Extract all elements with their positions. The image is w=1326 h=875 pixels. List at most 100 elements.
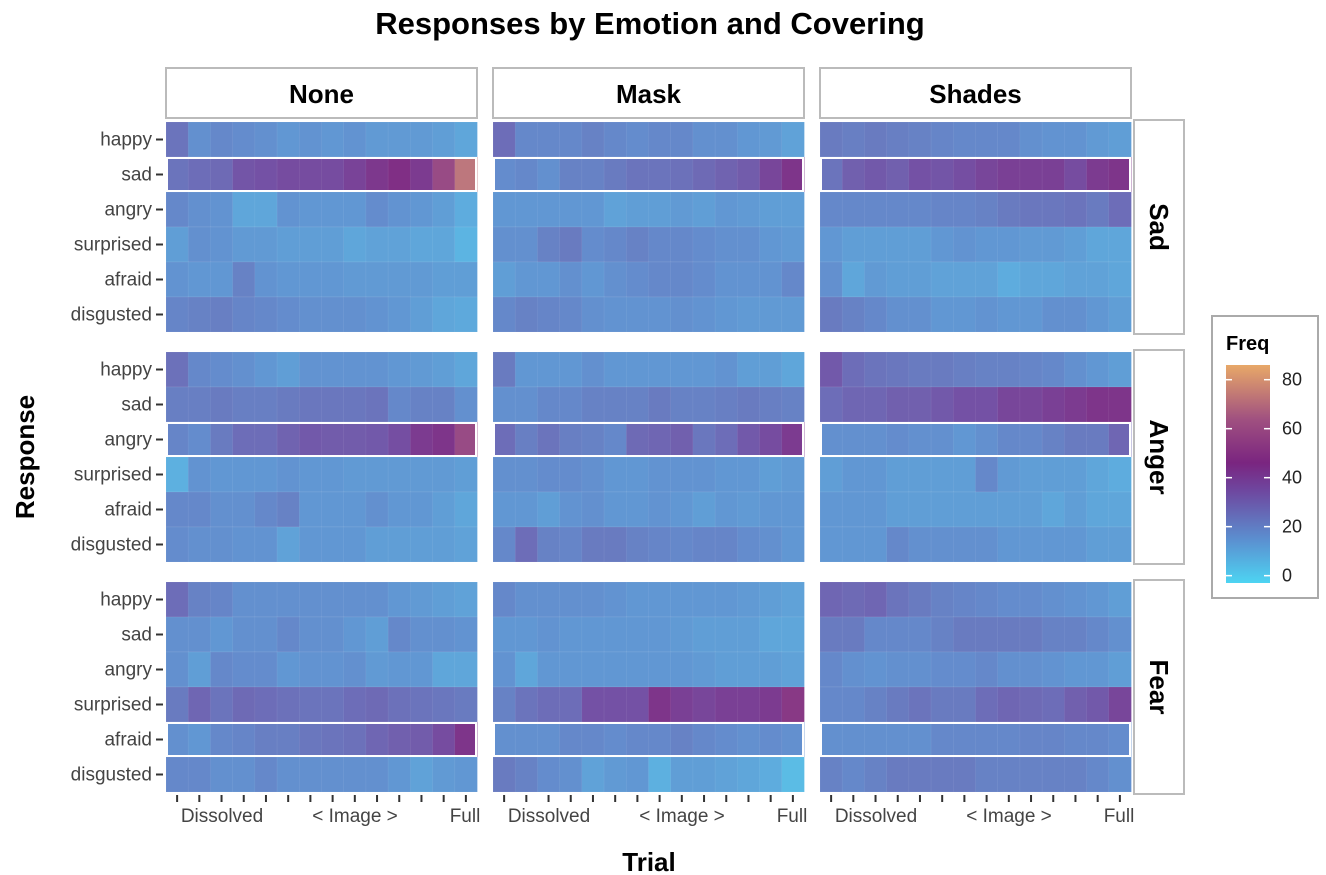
heatmap-cell — [492, 296, 516, 333]
heatmap-cell — [1041, 421, 1066, 458]
heatmap-cell — [997, 296, 1021, 333]
y-tick-label: sad — [121, 395, 152, 416]
heatmap-cell — [737, 756, 761, 793]
heatmap-cell — [714, 721, 739, 758]
heatmap-cell — [908, 296, 932, 333]
heatmap-cell — [781, 226, 805, 263]
heatmap-cell — [581, 491, 605, 528]
heatmap-cell — [276, 121, 300, 158]
heatmap-cell — [454, 226, 478, 263]
heatmap-cell — [254, 121, 278, 158]
heatmap-cell — [1086, 756, 1110, 793]
heatmap-cell — [387, 491, 412, 528]
heatmap-cell — [514, 296, 539, 333]
heatmap-cell — [365, 386, 389, 423]
heatmap-cell — [187, 686, 212, 723]
heatmap-cell — [410, 756, 434, 793]
heatmap-cell — [514, 121, 539, 158]
heatmap-cell — [841, 756, 866, 793]
heatmap-cell — [997, 491, 1021, 528]
heatmap-cell — [514, 721, 539, 758]
heatmap-cell — [759, 121, 783, 158]
heatmap-cell — [714, 191, 739, 228]
heatmap-cell — [952, 616, 977, 653]
heatmap-cell — [432, 686, 456, 723]
heatmap-cell — [841, 261, 866, 298]
y-tick-label: afraid — [104, 500, 152, 521]
heatmap-cell — [387, 156, 412, 193]
heatmap-cell — [625, 226, 650, 263]
heatmap-cell — [410, 526, 434, 563]
chart-title: Responses by Emotion and Covering — [375, 6, 924, 41]
heatmap-cell — [365, 351, 389, 388]
heatmap-cell — [210, 226, 234, 263]
heatmap-cell — [648, 581, 672, 618]
heatmap-cell — [232, 491, 256, 528]
heatmap-cell — [432, 191, 456, 228]
heatmap-cell — [454, 296, 478, 333]
heatmap-cell — [492, 261, 516, 298]
x-tick-label: Full — [777, 806, 808, 827]
heatmap-cell — [321, 491, 345, 528]
heatmap-cell — [692, 756, 716, 793]
heatmap-cell — [581, 386, 605, 423]
row-strip-label: Fear — [1144, 660, 1174, 715]
heatmap-cell — [625, 296, 650, 333]
heatmap-cell — [454, 491, 478, 528]
heatmap-cell — [864, 721, 888, 758]
heatmap-cell — [781, 686, 805, 723]
heatmap-cell — [908, 226, 932, 263]
heatmap-cell — [298, 581, 323, 618]
row-strip — [1133, 119, 1185, 335]
heatmap-cell — [625, 581, 650, 618]
heatmap-cell — [1086, 121, 1110, 158]
heatmap-cell — [432, 121, 456, 158]
heatmap-cell — [1108, 456, 1132, 493]
heatmap-cell — [537, 721, 561, 758]
heatmap-cell — [343, 756, 367, 793]
heatmap-cell — [187, 756, 212, 793]
heatmap-cell — [819, 581, 843, 618]
x-tick-label: < Image > — [639, 806, 725, 827]
heatmap-cell — [276, 686, 300, 723]
heatmap-cell — [625, 526, 650, 563]
heatmap-cell — [276, 351, 300, 388]
heatmap-cell — [670, 261, 694, 298]
heatmap-cell — [1041, 721, 1066, 758]
heatmap-cell — [692, 651, 716, 688]
heatmap-cell — [165, 191, 189, 228]
heatmap-cell — [537, 651, 561, 688]
target-emotion-highlight — [820, 422, 1131, 457]
heatmap-cell — [1019, 191, 1043, 228]
heatmap-cell — [1019, 121, 1043, 158]
heatmap-cell — [187, 526, 212, 563]
heatmap-cell — [648, 351, 672, 388]
heatmap-cell — [714, 491, 739, 528]
heatmap-cell — [365, 721, 389, 758]
heatmap-cell — [232, 721, 256, 758]
heatmap-cell — [952, 156, 977, 193]
heatmap-cell — [759, 686, 783, 723]
heatmap-cell — [232, 686, 256, 723]
heatmap-cell — [952, 386, 977, 423]
heatmap-cell — [886, 226, 910, 263]
heatmap-cell — [410, 456, 434, 493]
heatmap-cell — [276, 491, 300, 528]
heatmap-cell — [1041, 456, 1066, 493]
heatmap-cell — [581, 296, 605, 333]
heatmap-cell — [603, 351, 627, 388]
heatmap-cell — [1108, 121, 1132, 158]
heatmap-cell — [781, 491, 805, 528]
heatmap-cell — [952, 191, 977, 228]
heatmap-cell — [321, 226, 345, 263]
heatmap-cell — [210, 191, 234, 228]
heatmap-cell — [165, 261, 189, 298]
heatmap-cell — [759, 491, 783, 528]
heatmap-cell — [975, 296, 999, 333]
heatmap-cell — [603, 651, 627, 688]
heatmap-cell — [1086, 526, 1110, 563]
heatmap-cell — [276, 581, 300, 618]
heatmap-cell — [232, 226, 256, 263]
heatmap-cell — [537, 616, 561, 653]
heatmap-cell — [537, 491, 561, 528]
